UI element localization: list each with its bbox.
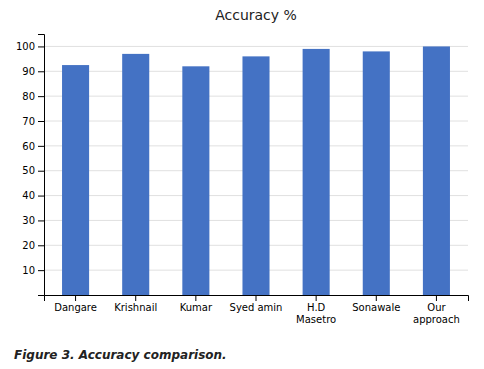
tick: 30 xyxy=(22,215,44,226)
bar xyxy=(182,66,209,295)
tick: Kumar xyxy=(180,295,213,313)
tick-label-line: Sonawale xyxy=(352,302,400,313)
tick-mark xyxy=(316,295,317,301)
plot-area: 10 20 30 40 50 60 70 80 90 100 Dangare Krishnail Kum… xyxy=(16,35,469,325)
tick-label-line: Kumar xyxy=(180,302,213,313)
tick-label-line: Dangare xyxy=(54,302,97,313)
tick-label: 80 xyxy=(22,91,35,102)
x-axis: Dangare Krishnail Kumar Syed amin H.DMasetro… xyxy=(45,295,469,325)
tick-mark xyxy=(38,121,44,122)
tick-mark xyxy=(38,71,44,72)
tick: 40 xyxy=(22,190,44,201)
tick-label: H.DMasetro xyxy=(296,302,336,325)
tick-mark xyxy=(38,270,44,271)
tick: 80 xyxy=(22,91,44,102)
tick-label: 10 xyxy=(22,265,35,276)
tick: 60 xyxy=(22,141,44,152)
tick-label: Sonawale xyxy=(352,302,400,313)
bar xyxy=(242,56,269,295)
bar xyxy=(122,54,149,295)
bars xyxy=(62,46,450,295)
tick-mark xyxy=(38,46,44,47)
tick: 90 xyxy=(22,66,44,77)
tick: Ourapproach xyxy=(413,295,460,325)
tick-label-line: H.D xyxy=(307,302,326,313)
bar xyxy=(363,51,390,295)
tick-label: Ourapproach xyxy=(413,302,460,325)
tick-label-line: approach xyxy=(413,314,460,325)
bar xyxy=(303,49,330,295)
tick-mark xyxy=(135,295,136,301)
tick: H.DMasetro xyxy=(296,295,336,325)
tick: 20 xyxy=(22,240,44,251)
tick-label-line: Syed amin xyxy=(230,302,283,313)
bar xyxy=(62,65,89,295)
caption: Figure 3. Accuracy comparison. xyxy=(14,348,227,362)
tick-label: 70 xyxy=(22,116,35,127)
tick-mark xyxy=(195,295,196,301)
tick-mark xyxy=(38,196,44,197)
tick-label: Kumar xyxy=(180,302,213,313)
tick-label: 40 xyxy=(22,190,35,201)
tick-mark xyxy=(256,295,257,301)
tick-label: Dangare xyxy=(54,302,97,313)
tick-label-line: Krishnail xyxy=(114,302,157,313)
tick-mark xyxy=(436,295,437,301)
tick: 50 xyxy=(22,165,44,176)
tick-label-line: Our xyxy=(427,302,446,313)
tick-label: 20 xyxy=(22,240,35,251)
tick-mark xyxy=(38,245,44,246)
tick-label: 50 xyxy=(22,165,35,176)
tick: 70 xyxy=(22,116,44,127)
tick-label: 100 xyxy=(16,41,35,52)
tick: Dangare xyxy=(54,295,97,313)
tick: Sonawale xyxy=(352,295,400,313)
tick: Syed amin xyxy=(230,295,283,313)
axis-line xyxy=(38,35,45,296)
tick-label: 30 xyxy=(22,215,35,226)
tick-mark xyxy=(38,146,44,147)
tick: 10 xyxy=(22,265,44,276)
grid-line xyxy=(44,46,468,47)
tick-mark xyxy=(38,171,44,172)
tick: 100 xyxy=(16,41,44,52)
tick-mark xyxy=(38,220,44,221)
tick-label: Syed amin xyxy=(230,302,283,313)
chart: 10 20 30 40 50 60 70 80 90 100 Dangare Krishnail Kum… xyxy=(0,0,484,369)
tick: Krishnail xyxy=(114,295,157,313)
tick-mark xyxy=(75,295,76,301)
tick-mark xyxy=(376,295,377,301)
tick-label-line: Masetro xyxy=(296,314,336,325)
tick-label: 90 xyxy=(22,66,35,77)
tick-label: 60 xyxy=(22,141,35,152)
title: Accuracy % xyxy=(215,7,297,23)
bar xyxy=(423,46,450,295)
tick-label: Krishnail xyxy=(114,302,157,313)
axis-line xyxy=(45,296,469,302)
y-axis: 10 20 30 40 50 60 70 80 90 100 xyxy=(16,35,45,296)
tick-mark xyxy=(38,96,44,97)
